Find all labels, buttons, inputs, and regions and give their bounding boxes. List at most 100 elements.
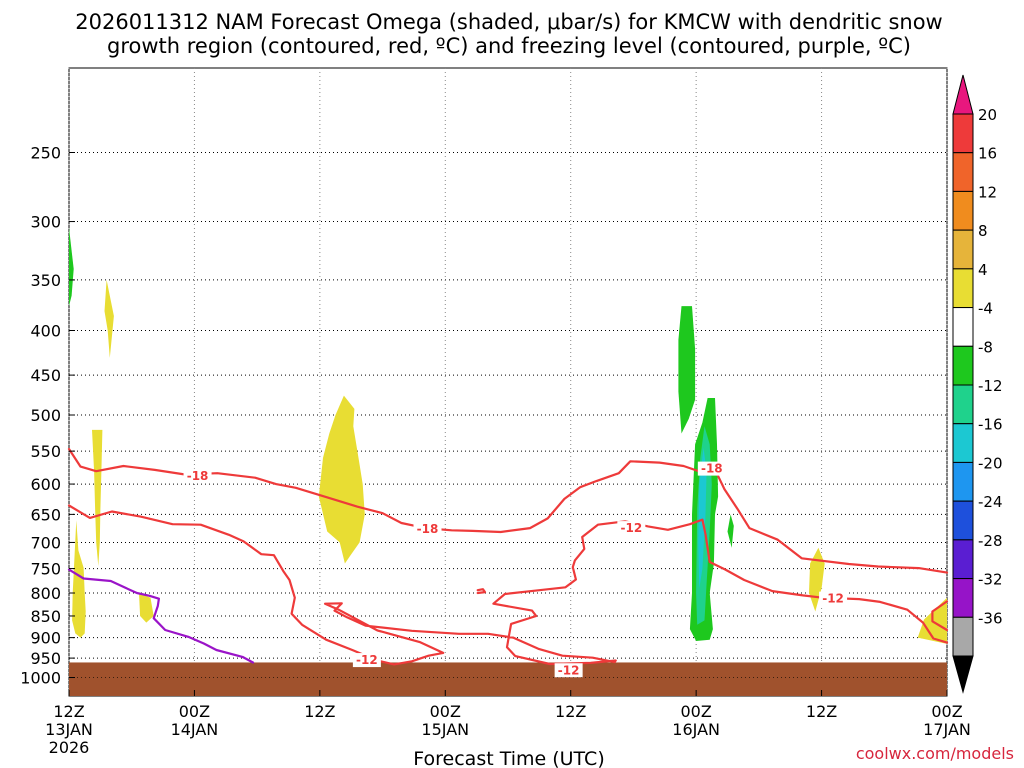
omega-area-7 — [69, 227, 74, 307]
x-tick-label-72-1: 12Z — [806, 702, 837, 721]
omega-area-12 — [698, 447, 707, 589]
colorbar-segment-2 — [952, 190, 974, 231]
temperature-contours — [67, 447, 949, 666]
colorbar-segment-4 — [952, 268, 974, 309]
colorbar-segment-3 — [952, 229, 974, 270]
colorbar-label-5: -4 — [978, 300, 993, 318]
colorbar-label-11: -28 — [978, 532, 1003, 550]
omega-area-3 — [139, 593, 154, 623]
x-tick-label-0-1: 12Z — [53, 702, 84, 721]
contour-line-4 — [67, 568, 255, 664]
colorbar-label-1: 16 — [978, 145, 997, 163]
colorbar-label-9: -20 — [978, 454, 1003, 472]
y-tick-label-900: 900 — [30, 629, 61, 648]
y-tick-label-650: 650 — [30, 505, 61, 524]
colorbar-segment-7 — [952, 384, 974, 425]
colorbar-bottom-arrow — [952, 655, 974, 694]
contour-labels: -18 -18 -12 -12 -12 -18 -12 — [183, 461, 848, 678]
x-tick-label-36-1: 00Z — [430, 702, 461, 721]
y-tick-label-250: 250 — [30, 144, 61, 163]
y-tick-label-1000: 1000 — [20, 669, 61, 688]
y-tick-label-550: 550 — [30, 442, 61, 461]
x-tick-label-12-1: 00Z — [179, 702, 210, 721]
contour-line-1 — [67, 504, 949, 666]
ground-fill — [69, 662, 947, 696]
contour-label-6: -12 — [822, 592, 844, 606]
y-tick-label-800: 800 — [30, 584, 61, 603]
colorbar-segment-8 — [952, 423, 974, 463]
contour-label-1: -18 — [417, 522, 439, 536]
contour-line-2 — [931, 600, 949, 632]
plot-area: -18 -18 -12 -12 -12 -18 -12 — [67, 67, 949, 697]
x-tick-label-24-1: 12Z — [304, 702, 335, 721]
y-tick-label-400: 400 — [30, 322, 61, 341]
colorbar-label-2: 12 — [978, 183, 997, 201]
y-tick-label-950: 950 — [30, 649, 61, 668]
contour-line-3 — [476, 588, 487, 595]
x-tick-label-0-2: 13JAN — [45, 720, 93, 739]
colorbar-label-0: 20 — [978, 106, 997, 124]
colorbar-label-13: -36 — [978, 609, 1003, 627]
colorbar-label-4: 4 — [978, 261, 988, 279]
omega-area-8 — [678, 306, 696, 434]
contour-label-5: -18 — [701, 462, 723, 476]
contour-label-2: -12 — [356, 653, 378, 667]
y-tick-label-750: 750 — [30, 560, 61, 579]
terrain-ground — [69, 662, 947, 696]
plot-frame — [68, 67, 948, 697]
x-axis-label: Forecast Time (UTC) — [413, 748, 604, 768]
omega-shading — [69, 227, 947, 644]
colorbar-segment-10 — [952, 500, 974, 541]
contour-label-bg-4 — [554, 663, 583, 678]
omega-area-10 — [727, 514, 734, 548]
omega-area-2 — [92, 429, 103, 566]
colorbar-segment-13 — [952, 616, 974, 657]
colorbar-segment-0 — [952, 113, 974, 154]
colorbar-label-8: -16 — [978, 416, 1003, 434]
contour-label-bg-6 — [819, 591, 848, 606]
contour-label-bg-5 — [697, 461, 726, 476]
y-tick-label-850: 850 — [30, 607, 61, 626]
x-tick-label-84-2: 17JAN — [923, 720, 971, 739]
y-axis: 250 300 350 400 450 500 550 600 650 700 750 800 850 9… — [20, 144, 75, 688]
y-tick-label-350: 350 — [30, 271, 61, 290]
colorbar-label-3: 8 — [978, 222, 988, 240]
omega-area-0 — [72, 520, 86, 638]
y-tick-label-500: 500 — [30, 406, 61, 425]
contour-label-0: -18 — [187, 469, 209, 483]
colorbar-segment-5 — [952, 307, 974, 347]
y-tick-label-700: 700 — [30, 533, 61, 552]
colorbar-top-arrow — [952, 74, 974, 115]
omega-area-1 — [104, 279, 114, 358]
x-tick-label-0-3: 2026 — [49, 738, 90, 757]
y-tick-label-450: 450 — [30, 366, 61, 385]
colorbar-label-10: -24 — [978, 493, 1003, 511]
contour-label-bg-3 — [617, 521, 646, 536]
colorbar-segment-6 — [952, 345, 974, 386]
x-tick-label-48-1: 12Z — [555, 702, 586, 721]
y-tick-label-300: 300 — [30, 213, 61, 232]
contour-label-3: -12 — [620, 521, 642, 535]
x-tick-label-60-1: 00Z — [680, 702, 711, 721]
x-tick-label-60-2: 16JAN — [672, 720, 720, 739]
x-tick-label-84-1: 00Z — [931, 702, 962, 721]
credit-text: coolwx.com/models — [856, 744, 1014, 763]
colorbar-segment-9 — [952, 461, 974, 502]
contour-label-bg-2 — [352, 653, 381, 668]
chart-title-line2: growth region (contoured, red, ºC) and f… — [107, 34, 911, 58]
contour-line-0 — [67, 447, 949, 574]
colorbar-label-12: -32 — [978, 571, 1003, 589]
colorbar-segment-11 — [952, 539, 974, 580]
x-tick-label-36-2: 15JAN — [421, 720, 469, 739]
colorbar-segment-12 — [952, 578, 974, 618]
grid-lines — [68, 68, 948, 696]
x-tick-label-12-2: 14JAN — [171, 720, 219, 739]
contour-label-4: -12 — [558, 663, 580, 677]
contour-label-bg-0 — [183, 468, 212, 483]
y-tick-label-600: 600 — [30, 475, 61, 494]
colorbar-label-7: -12 — [978, 377, 1003, 395]
chart-title-line1: 2026011312 NAM Forecast Omega (shaded, μ… — [75, 10, 942, 34]
colorbar-legend: 20 16 12 8 4 -4 -8 -12 -16 -20 -24 -28 -32 -36 — [952, 74, 1003, 694]
